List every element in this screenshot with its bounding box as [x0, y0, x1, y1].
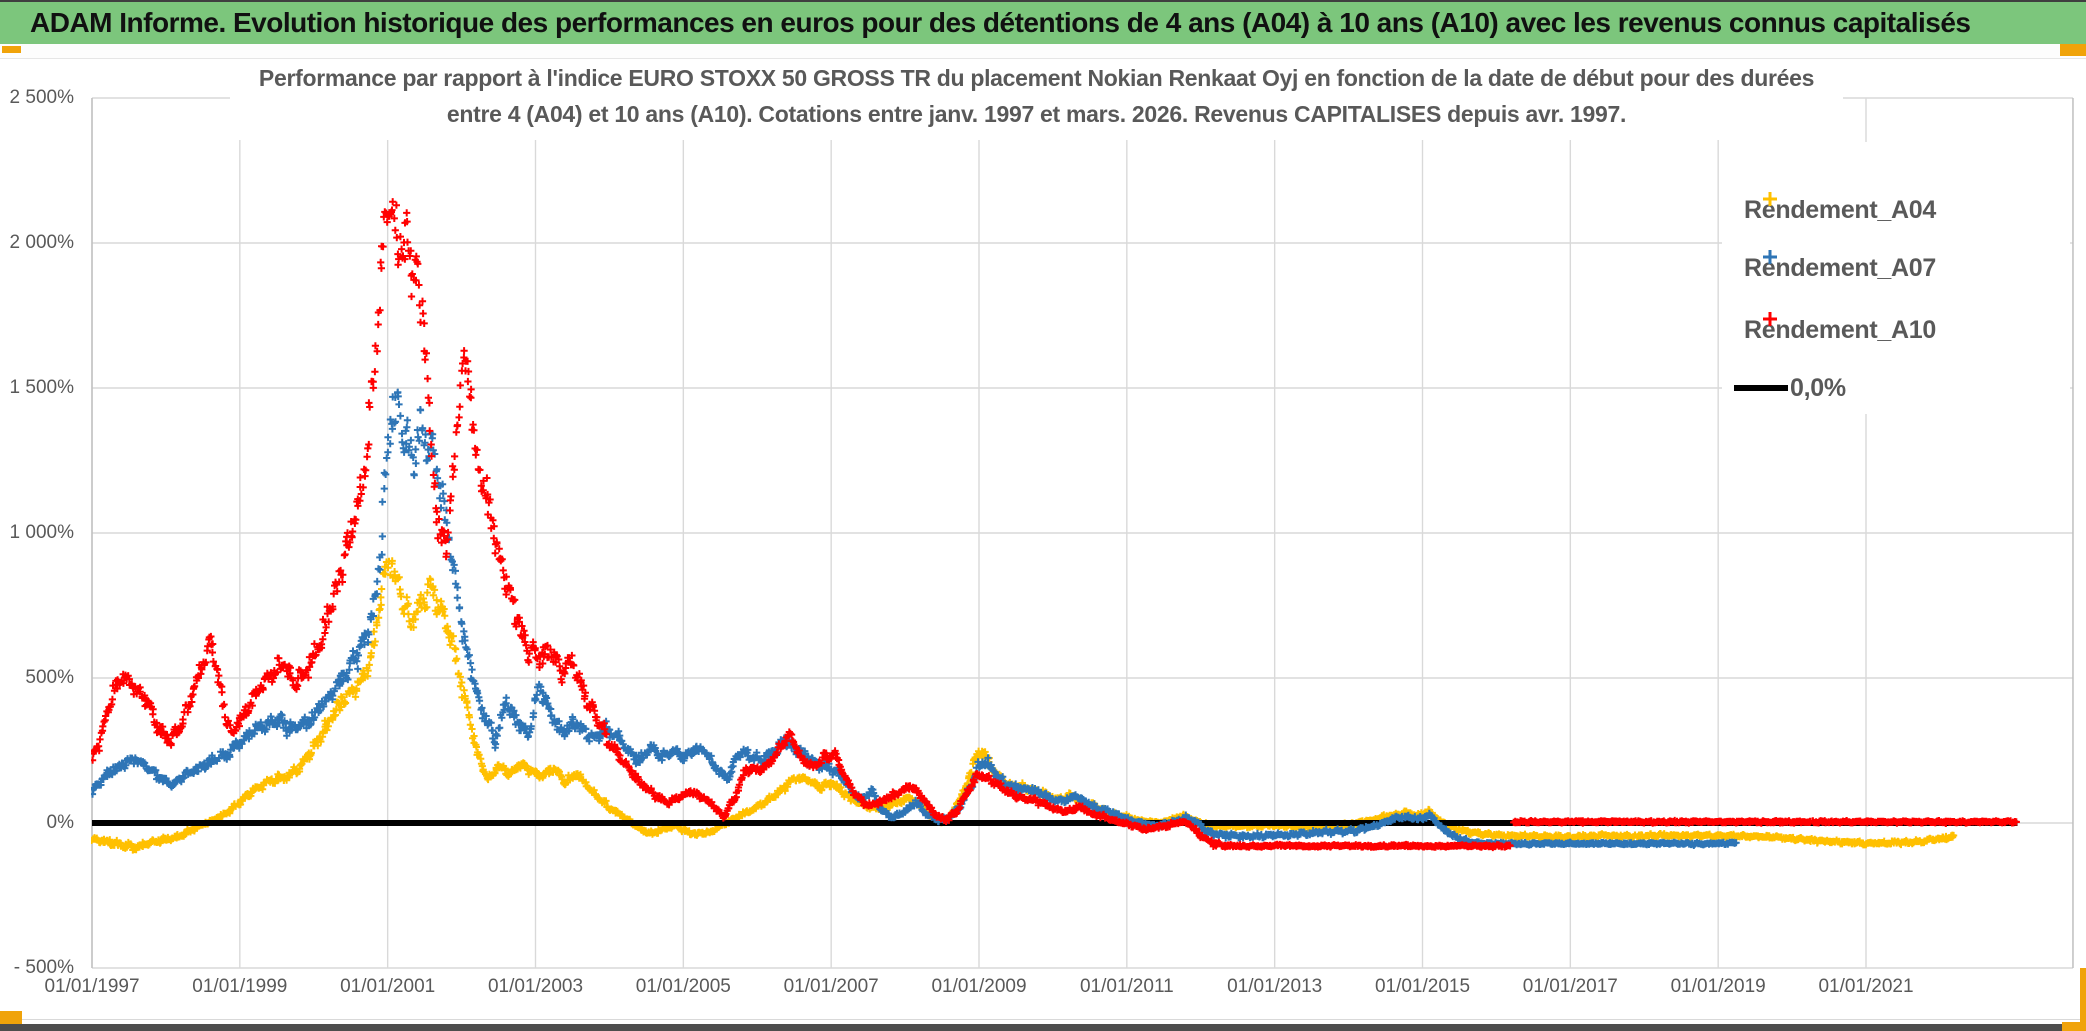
series-rendement_a04 — [91, 557, 1958, 854]
plus-marker-icon — [1763, 312, 1777, 326]
legend-item: 0,0% — [1722, 368, 2070, 408]
gold-accent-right-strip — [2080, 968, 2086, 1031]
x-axis-label: 01/01/1999 — [192, 976, 288, 997]
y-axis-label: 1 000% — [9, 522, 74, 543]
legend-item: Rendement_A10 — [1722, 310, 2070, 350]
chart-legend: Rendement_A04 Rendement_A07 Rendement_A10 0… — [1722, 142, 2070, 414]
x-axis-label: 01/01/2017 — [1522, 976, 1618, 997]
y-axis-label: 500% — [25, 667, 74, 688]
header-bar: ADAM Informe. Evolution historique des p… — [0, 0, 2086, 44]
legend-item: Rendement_A07 — [1722, 248, 2070, 288]
chart-title: Performance par rapport à l'indice EURO … — [230, 60, 1843, 140]
x-axis-label: 01/01/1997 — [44, 976, 140, 997]
legend-label: 0,0% — [1790, 373, 1846, 402]
x-axis-label: 01/01/2019 — [1670, 976, 1766, 997]
x-axis-label: 01/01/2015 — [1374, 976, 1471, 997]
gold-accent-top-right — [2060, 44, 2086, 56]
x-axis-label: 01/01/2005 — [635, 976, 731, 997]
x-axis-label: 01/01/2009 — [931, 976, 1027, 997]
y-axis-label: 0% — [46, 812, 74, 833]
x-axis-label: 01/01/2013 — [1227, 976, 1323, 997]
gold-accent-bottom-right — [2062, 1022, 2086, 1031]
page-title: ADAM Informe. Evolution historique des p… — [30, 7, 1971, 38]
chart-title-line1: Performance par rapport à l'indice EURO … — [258, 65, 1815, 91]
y-axis-label: - 500% — [13, 957, 74, 978]
plus-marker-icon — [1763, 250, 1777, 264]
line-marker-icon — [1734, 385, 1788, 391]
x-axis-label: 01/01/2001 — [340, 976, 436, 997]
y-axis-label: 2 500% — [9, 87, 74, 108]
x-axis-label: 01/01/2011 — [1079, 976, 1174, 997]
series-rendement_a10 — [91, 198, 2020, 852]
x-axis-label: 01/01/2007 — [783, 976, 879, 997]
bottom-bar — [0, 1024, 2062, 1031]
y-axis-label: 2 000% — [9, 232, 74, 253]
bottom-divider — [0, 1019, 2086, 1020]
plus-marker-icon — [1763, 192, 1777, 206]
x-axis-label: 01/01/2003 — [487, 976, 584, 997]
y-axis-label: 1 500% — [9, 377, 74, 398]
chart-title-line2: entre 4 (A04) et 10 ans (A10). Cotations… — [446, 101, 1627, 127]
legend-item: Rendement_A04 — [1722, 190, 2070, 230]
series-rendement_a07 — [91, 388, 1740, 849]
gold-accent-bottom-left — [0, 1011, 22, 1024]
gold-accent-top-left — [2, 46, 21, 53]
x-axis-label: 01/01/2021 — [1818, 976, 1914, 997]
subheader-strip — [0, 44, 2086, 59]
